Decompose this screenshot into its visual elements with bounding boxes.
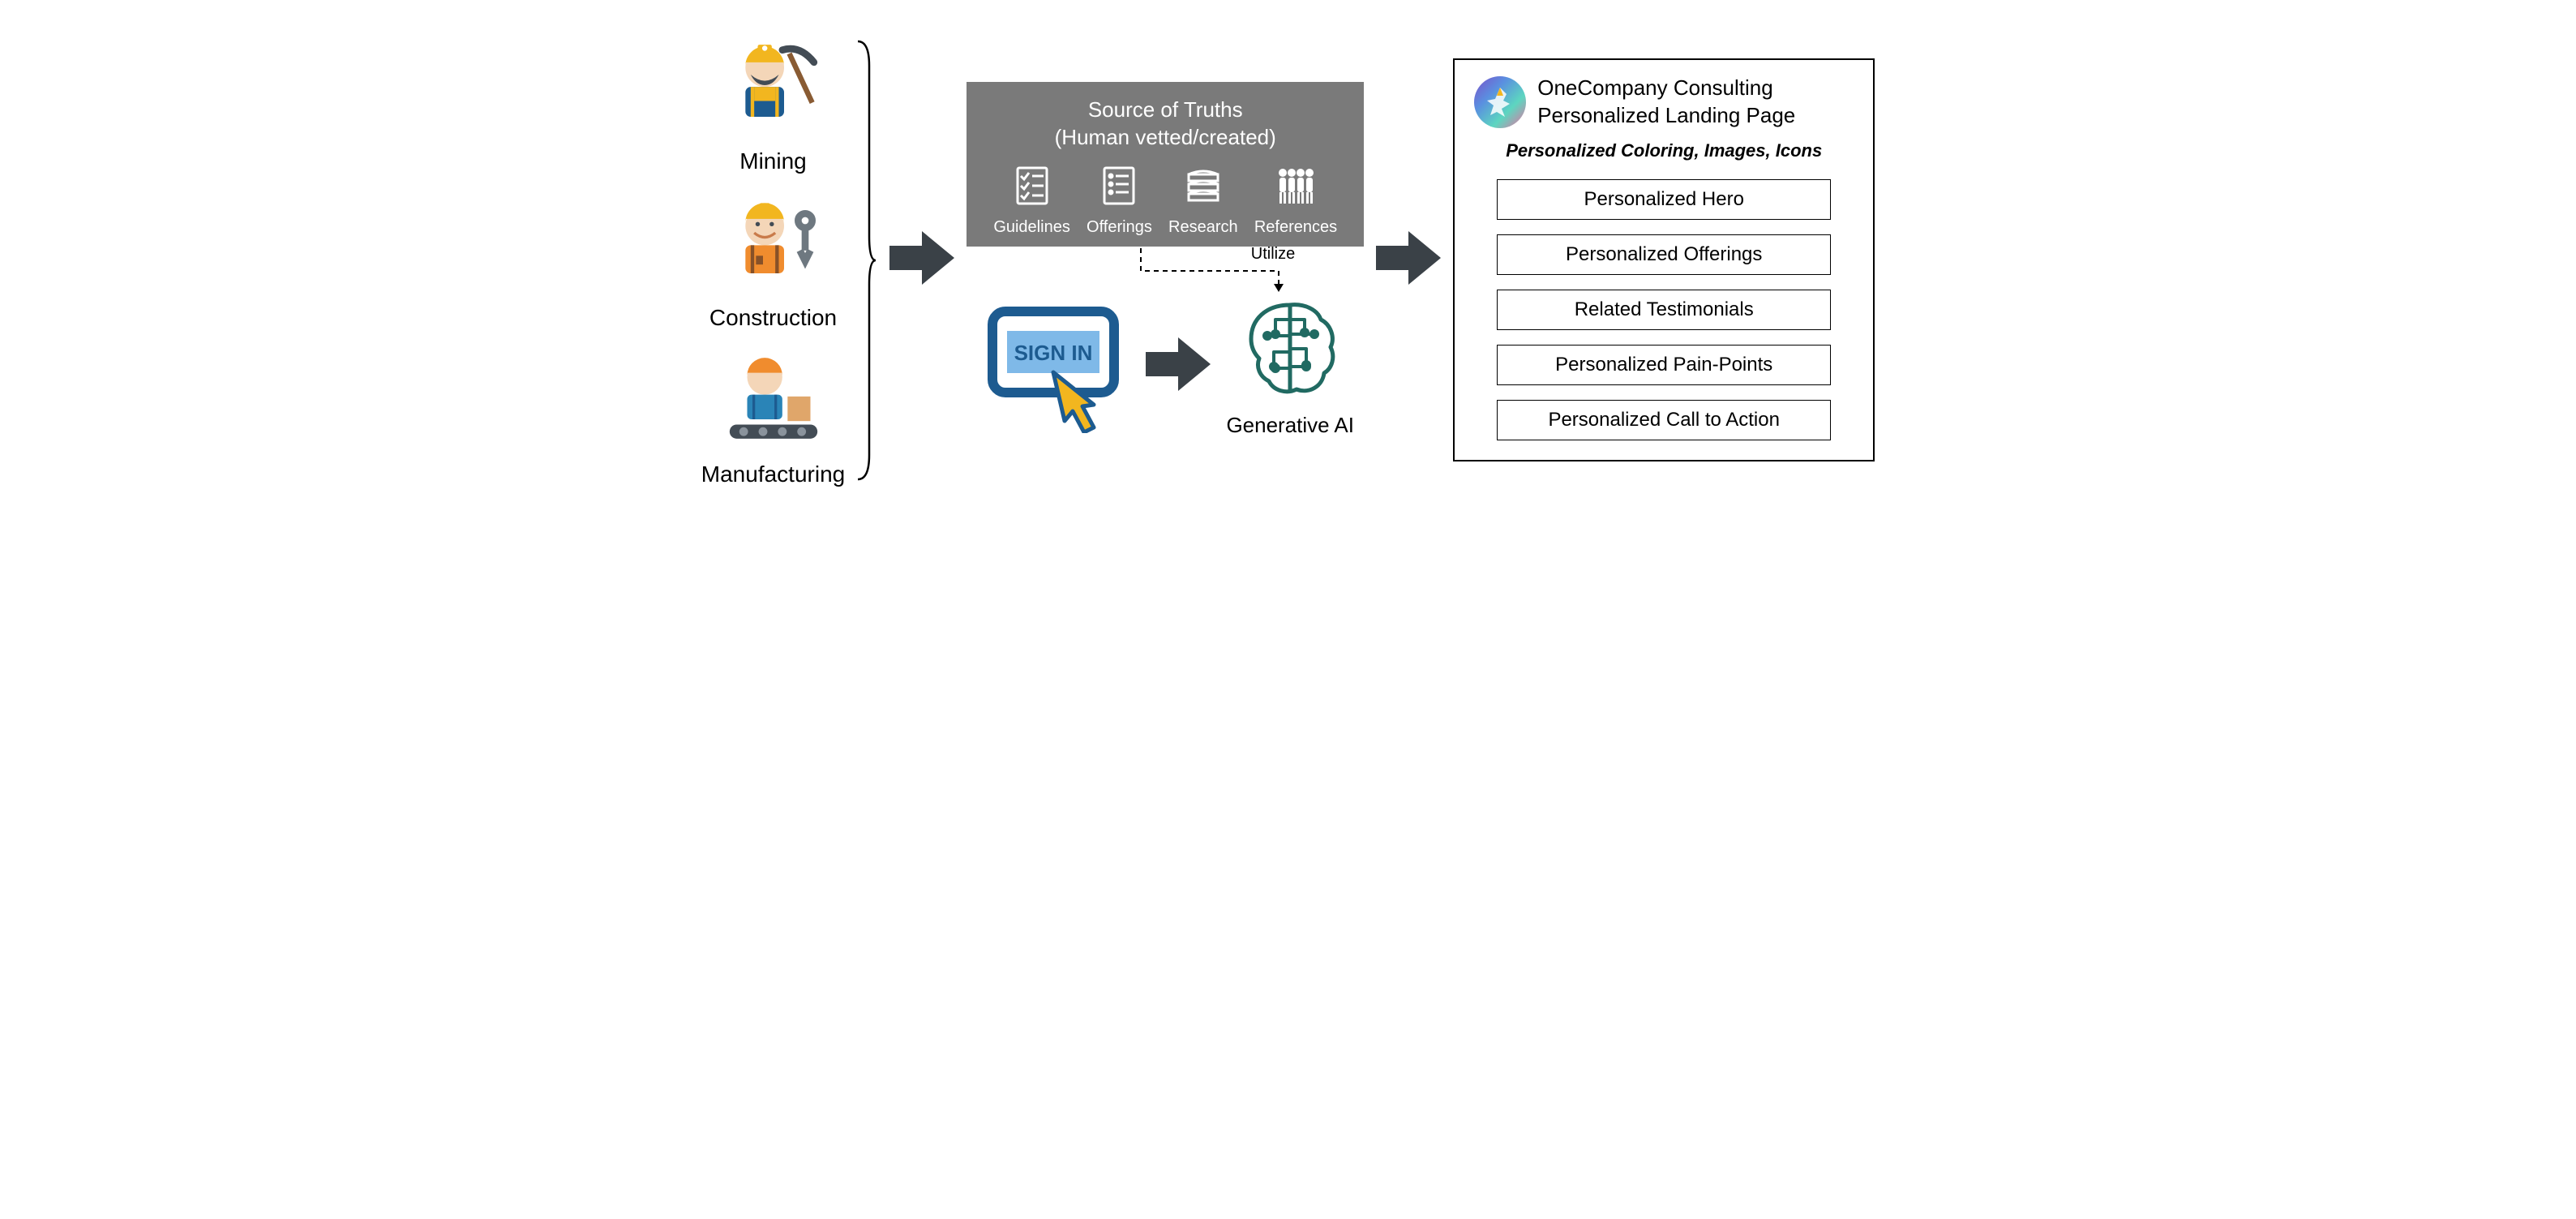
- svg-text:SIGN IN: SIGN IN: [1014, 341, 1093, 365]
- signin-icon: SIGN IN: [976, 295, 1130, 437]
- generative-ai-block: Generative AI: [1226, 295, 1354, 438]
- sot-guidelines: Guidelines: [993, 163, 1070, 237]
- sot-label: Offerings: [1087, 218, 1152, 237]
- sot-label: References: [1254, 218, 1337, 237]
- arrow-icon: [1372, 225, 1445, 294]
- industry-mining: Mining: [721, 32, 826, 174]
- sot-label: Guidelines: [993, 218, 1070, 237]
- people-icon: [1273, 163, 1318, 213]
- generative-ai-label: Generative AI: [1226, 413, 1354, 438]
- manufacturing-worker-icon: [721, 346, 826, 457]
- center-column: Source of Truths (Human vetted/created) …: [967, 82, 1364, 438]
- landing-section: Personalized Offerings: [1497, 234, 1831, 275]
- landing-header: OneCompany Consulting Personalized Landi…: [1474, 75, 1854, 130]
- industry-label: Manufacturing: [701, 461, 845, 487]
- industry-label: Construction: [709, 305, 837, 331]
- utilize-label: Utilize: [1251, 245, 1295, 264]
- mining-worker-icon: [721, 32, 826, 144]
- landing-section: Personalized Call to Action: [1497, 400, 1831, 440]
- checklist-icon: [1009, 163, 1055, 213]
- arrow-icon: [885, 225, 958, 294]
- construction-worker-icon: [721, 189, 826, 300]
- unicorn-logo-icon: [1474, 76, 1526, 128]
- landing-sections-list: Personalized Hero Personalized Offerings…: [1474, 179, 1854, 440]
- source-of-truths-box: Source of Truths (Human vetted/created) …: [967, 82, 1364, 247]
- sot-references: References: [1254, 163, 1337, 237]
- landing-section: Personalized Pain-Points: [1497, 345, 1831, 385]
- bracket-icon: [853, 33, 877, 487]
- industry-label: Mining: [739, 148, 806, 174]
- industry-manufacturing: Manufacturing: [701, 346, 845, 487]
- landing-section: Personalized Hero: [1497, 179, 1831, 220]
- sot-offerings: Offerings: [1087, 163, 1152, 237]
- arrow-icon: [1142, 332, 1215, 401]
- sot-title: Source of Truths (Human vetted/created): [989, 97, 1341, 152]
- industry-construction: Construction: [709, 189, 837, 331]
- list-icon: [1096, 163, 1142, 213]
- architecture-diagram: Mining: [640, 32, 1937, 487]
- landing-section: Related Testimonials: [1497, 290, 1831, 330]
- utilize-dashed-arrow: Utilize: [1003, 247, 1327, 295]
- books-icon: [1181, 163, 1226, 213]
- industries-column: Mining: [701, 32, 845, 487]
- sot-research: Research: [1168, 163, 1238, 237]
- landing-page-panel: OneCompany Consulting Personalized Landi…: [1453, 58, 1875, 462]
- sot-label: Research: [1168, 218, 1238, 237]
- landing-title: OneCompany Consulting Personalized Landi…: [1537, 75, 1795, 130]
- ai-brain-chip-icon: [1233, 295, 1347, 406]
- landing-subtitle: Personalized Coloring, Images, Icons: [1506, 140, 1822, 161]
- signin-block: SIGN IN: [976, 295, 1130, 437]
